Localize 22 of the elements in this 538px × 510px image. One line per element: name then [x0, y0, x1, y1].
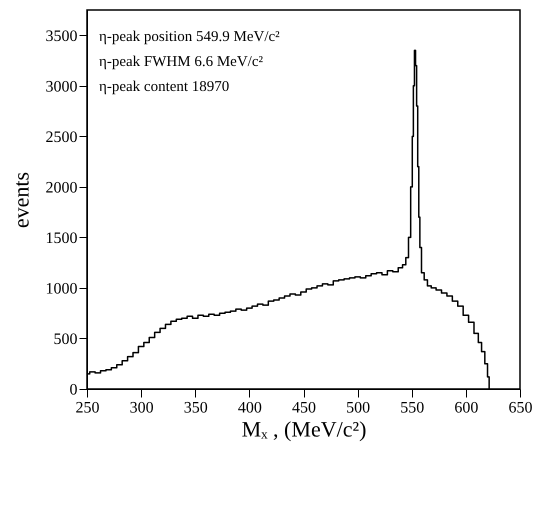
y-tick-label: 2000 [46, 179, 78, 196]
y-axis-title: events [8, 172, 34, 228]
y-tick-label: 3000 [46, 78, 78, 96]
x-tick-label: 350 [184, 400, 208, 416]
y-tick-label: 1500 [46, 230, 78, 247]
y-tick-label: 2500 [46, 128, 78, 146]
x-tick-label: 300 [130, 400, 154, 416]
x-tick-label: 650 [508, 400, 532, 416]
y-tick-label: 3500 [46, 28, 78, 45]
y-tick-label: 1000 [46, 280, 78, 298]
x-tick-label: 250 [76, 400, 100, 416]
x-tick-label: 600 [454, 400, 478, 416]
x-tick-label: 550 [400, 400, 424, 416]
annotation: η-peak FWHM 6.6 MeV/c² [99, 54, 264, 70]
x-tick-label: 450 [292, 400, 316, 416]
x-axis-title: Mₓ , (MeV/c²) [242, 416, 366, 442]
x-tick-label: 400 [238, 400, 262, 416]
y-tick-label: 0 [70, 382, 78, 398]
y-tick-label: 500 [54, 330, 78, 348]
x-tick-label: 500 [346, 400, 370, 416]
annotation: η-peak position 549.9 MeV/c² [99, 29, 280, 45]
annotation: η-peak content 18970 [99, 79, 230, 95]
